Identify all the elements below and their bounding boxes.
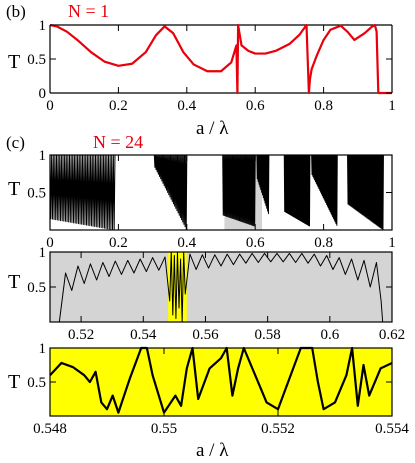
series-line-b <box>49 23 392 95</box>
x-tick-label-b-4: 0.8 <box>314 98 333 114</box>
xlabel-c: a / λ <box>196 440 229 461</box>
x-tick-label-c2-0: 0.52 <box>68 327 94 343</box>
x-tick-label-c3-1: 0.55 <box>151 421 177 437</box>
x-tick-label-c3-0: 0.548 <box>33 421 67 437</box>
y-tick-label-c3-1: 1 <box>39 341 47 357</box>
annotation-n1: N = 1 <box>68 1 109 21</box>
y-tick-label-c1-0: 0.5 <box>27 186 46 202</box>
x-tick-label-b-2: 0.4 <box>177 98 196 114</box>
y-tick-label-c2-1: 1 <box>39 245 47 261</box>
panel-b: (b) N = 1 T a / λ 0 0.2 0.4 0.6 0.8 1 0 0.5 1 <box>6 1 396 139</box>
x-tick-label-b-3: 0.6 <box>246 98 265 114</box>
x-tick-label-c1-2: 0.4 <box>177 235 196 251</box>
ylabel-c-bottom: T <box>8 371 20 393</box>
y-tick-label-c1-1: 1 <box>39 148 47 164</box>
panel-c-middle: T 0.52 0.54 0.56 0.58 0.6 0.62 0.5 1 <box>8 245 405 343</box>
panel-c-top: (c) N = 24 T 0 0.2 0.4 0.6 0.8 1 0.5 1 <box>6 132 396 251</box>
x-tick-label-c1-1: 0.2 <box>109 235 128 251</box>
x-tick-label-b-1: 0.2 <box>109 98 128 114</box>
x-tick-label-c1-4: 0.8 <box>314 235 333 251</box>
y-tick-label-b-2: 1 <box>39 18 47 34</box>
x-tick-label-b-5: 1 <box>388 98 396 114</box>
x-tick-label-c2-4: 0.6 <box>320 327 339 343</box>
x-tick-label-c3-2: 0.552 <box>261 421 295 437</box>
x-tick-label-c1-3: 0.6 <box>246 235 265 251</box>
y-tick-label-c2-0: 0.5 <box>27 280 46 296</box>
y-tick-label-c3-0: 0.5 <box>27 375 46 391</box>
x-tick-label-c3-3: 0.554 <box>375 421 409 437</box>
panel-c-bottom: T a / λ 0.548 0.55 0.552 0.554 0.5 1 <box>8 341 409 461</box>
x-tick-label-c1-5: 1 <box>388 235 396 251</box>
x-tick-label-c2-1: 0.54 <box>130 327 157 343</box>
plot-background <box>50 252 392 322</box>
series-line-c1 <box>49 154 384 231</box>
panel-label-b: (b) <box>6 2 26 21</box>
x-tick-label-c2-5: 0.62 <box>379 327 405 343</box>
panel-label-c: (c) <box>6 133 25 152</box>
y-tick-label-b-0: 0 <box>39 86 47 102</box>
annotation-n24: N = 24 <box>93 132 143 152</box>
series-line-c3 <box>49 346 393 414</box>
x-tick-label-c1-0: 0 <box>46 235 54 251</box>
ylabel-b: T <box>8 51 20 73</box>
y-tick-label-b-1: 0.5 <box>27 52 46 68</box>
series-line-c2 <box>58 251 384 323</box>
ylabel-c-top: T <box>8 178 20 200</box>
xlabel-b: a / λ <box>196 118 229 139</box>
x-tick-label-c2-2: 0.56 <box>192 327 219 343</box>
x-tick-label-b-0: 0 <box>46 98 54 114</box>
x-tick-label-c2-3: 0.58 <box>255 327 281 343</box>
ylabel-c-middle: T <box>8 271 20 293</box>
